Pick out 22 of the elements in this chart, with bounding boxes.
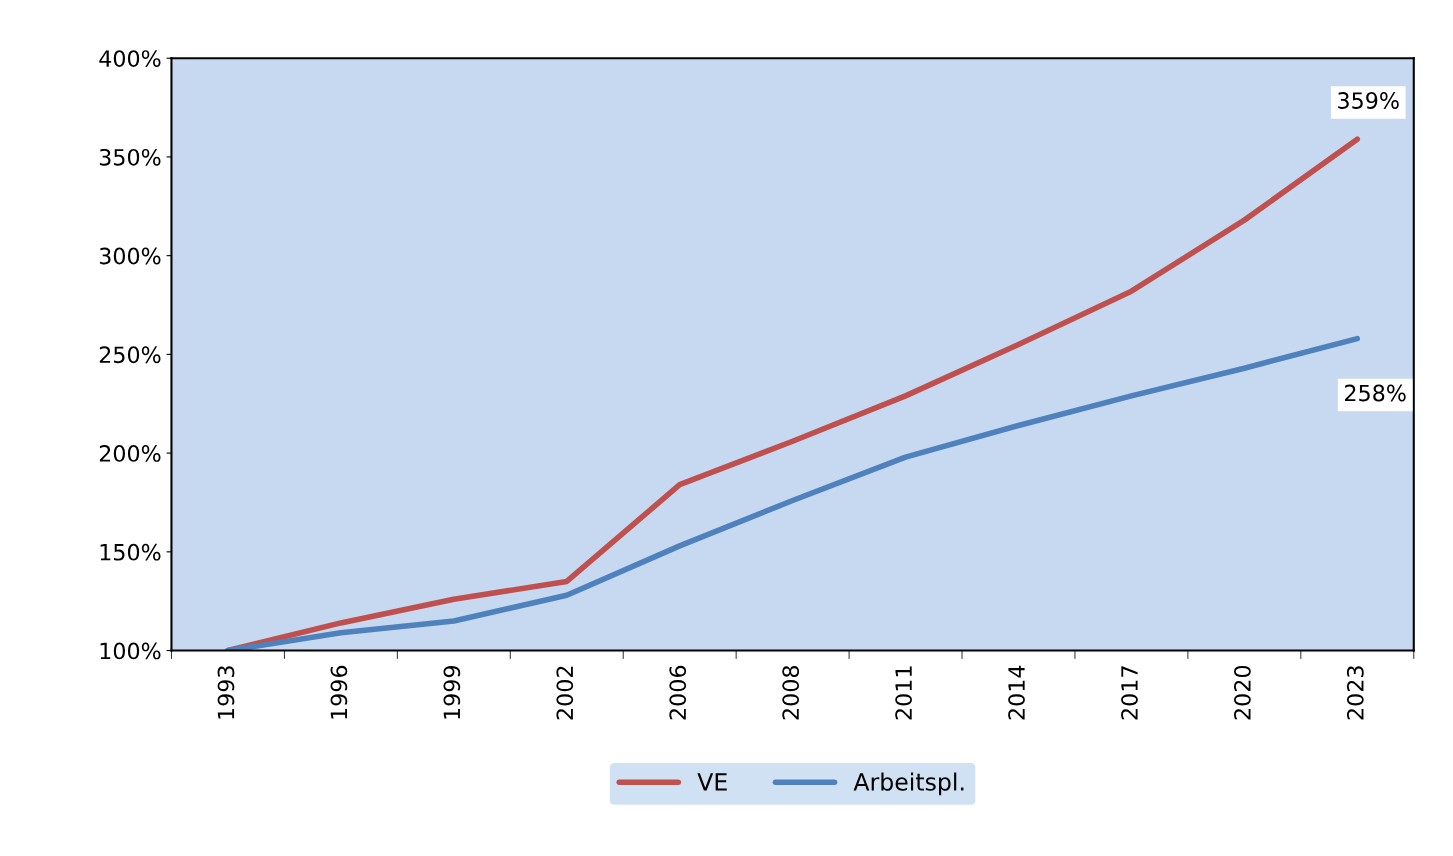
- annotation: 359%: [1338, 92, 1399, 109]
- x-tick-label: 2020: [1234, 665, 1251, 720]
- y-tick-label: 100%: [100, 642, 161, 660]
- x-tick-label: 1999: [443, 666, 461, 719]
- x-tick-label: 1996: [330, 665, 348, 719]
- x-tick-label: 2011: [895, 666, 912, 720]
- y-tick-label: 400%: [99, 50, 161, 67]
- y-tick-label: 200%: [99, 445, 161, 462]
- legend-label: Arbeitspl.: [853, 772, 964, 796]
- x-tick-label: 2017: [1121, 666, 1138, 720]
- legend-label: VE: [697, 773, 727, 791]
- x-tick-label: 2002: [556, 666, 574, 720]
- y-tick-label: 300%: [99, 247, 161, 265]
- y-tick-label: 250%: [99, 346, 161, 364]
- y-tick-label: 150%: [100, 543, 161, 561]
- annotation: 258%: [1345, 384, 1406, 402]
- x-tick-label: 1993: [217, 666, 235, 719]
- x-tick-label: 2008: [782, 665, 800, 720]
- y-tick-label: 350%: [99, 148, 161, 166]
- x-tick-label: 2023: [1346, 666, 1364, 720]
- x-tick-label: 2006: [669, 665, 687, 720]
- x-tick-label: 2014: [1008, 665, 1025, 720]
